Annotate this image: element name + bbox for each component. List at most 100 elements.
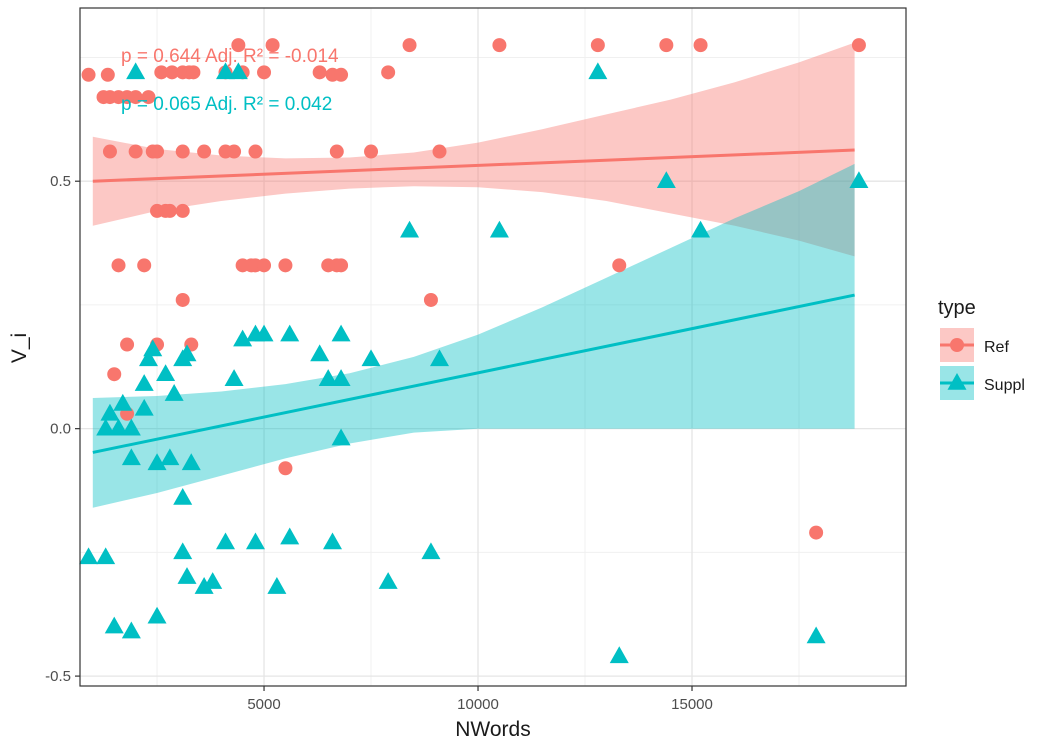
data-point-ref (278, 461, 293, 476)
data-point-suppl (331, 324, 351, 342)
data-point-suppl (177, 567, 197, 584)
data-point-ref (590, 38, 605, 53)
data-point-suppl (96, 418, 116, 436)
data-point-ref (265, 38, 280, 53)
data-point-ref (231, 38, 246, 53)
data-points (79, 38, 869, 664)
y-axis-title: V_i (8, 333, 31, 363)
data-point-suppl (233, 329, 253, 347)
y-tick-label: 0.5 (50, 173, 71, 190)
data-point-ref (154, 65, 169, 80)
data-point-ref (851, 38, 866, 53)
data-point-suppl (100, 403, 120, 421)
data-point-ref (162, 203, 177, 218)
data-point-suppl (310, 344, 330, 362)
data-point-ref (334, 258, 349, 273)
y-tick-label: 0.0 (50, 421, 71, 438)
data-point-suppl (134, 398, 154, 416)
data-point-suppl (104, 616, 124, 634)
data-point-suppl (224, 369, 244, 386)
data-point-suppl (656, 171, 676, 189)
data-point-ref (278, 258, 293, 273)
regression-line-suppl (92, 293, 855, 454)
data-point-ref (197, 144, 212, 159)
data-point-suppl (216, 62, 236, 80)
data-point-ref (175, 203, 190, 218)
data-point-ref (107, 367, 122, 382)
data-point-suppl (121, 448, 141, 466)
legend-key-marker-ref (950, 338, 964, 352)
data-point-ref (257, 65, 272, 80)
x-tick-label: 10000 (457, 696, 499, 713)
data-point-suppl (254, 324, 274, 342)
data-point-suppl (609, 646, 629, 664)
data-point-ref (141, 90, 156, 105)
data-point-ref (257, 258, 272, 273)
data-point-ref (96, 90, 111, 105)
legend-title: type (938, 297, 976, 319)
data-point-ref (186, 65, 201, 80)
data-point-suppl (143, 339, 163, 357)
legend-key-ref (940, 328, 974, 362)
data-point-suppl (245, 532, 265, 550)
legend: type Ref Suppl (938, 297, 1025, 400)
legend-key-suppl (940, 366, 974, 400)
data-point-ref (312, 65, 327, 80)
data-point-suppl (173, 542, 193, 560)
data-point-suppl (228, 62, 248, 80)
x-tick-label: 5000 (247, 696, 280, 713)
data-point-ref (175, 292, 190, 307)
data-point-suppl (126, 62, 146, 80)
confidence-band-suppl (92, 163, 855, 508)
plot-border (79, 7, 907, 687)
data-point-suppl (280, 527, 300, 545)
data-point-ref (120, 337, 135, 352)
data-point-suppl (147, 606, 167, 624)
data-point-suppl (430, 349, 450, 367)
data-point-suppl (134, 374, 154, 391)
legend-key-marker-suppl (947, 373, 967, 390)
data-point-ref (659, 38, 674, 53)
data-point-ref (364, 144, 379, 159)
data-point-ref (128, 144, 143, 159)
data-point-ref (492, 38, 507, 53)
data-point-suppl (331, 369, 351, 386)
data-point-suppl (194, 577, 214, 594)
data-point-ref (381, 65, 396, 80)
plot-background (80, 8, 906, 686)
data-point-suppl (79, 547, 99, 565)
data-point-suppl (173, 487, 193, 505)
data-point-suppl (378, 572, 398, 589)
data-point-ref (329, 144, 344, 159)
axis-ticks: 5000 10000 15000 -0.5 0.0 0.5 (45, 173, 713, 713)
data-point-ref (693, 38, 708, 53)
data-point-suppl (147, 453, 167, 471)
confidence-band-ref (92, 42, 855, 257)
confidence-bands (92, 42, 855, 508)
legend-label-ref: Ref (984, 339, 1009, 356)
data-point-ref (432, 144, 447, 159)
data-point-suppl (177, 344, 197, 362)
data-point-suppl (489, 220, 509, 238)
data-point-suppl (400, 220, 420, 238)
x-axis-title: NWords (455, 718, 530, 741)
data-point-ref (120, 90, 135, 105)
data-point-suppl (160, 448, 180, 466)
data-point-suppl (109, 418, 129, 436)
data-point-ref (248, 144, 263, 159)
data-point-ref (227, 144, 242, 159)
data-point-suppl (164, 384, 184, 401)
data-point-suppl (280, 324, 300, 342)
x-tick-label: 15000 (671, 696, 713, 713)
data-point-ref (334, 67, 349, 82)
data-point-ref (81, 67, 96, 82)
data-point-suppl (361, 349, 381, 367)
regression-lines (92, 148, 855, 454)
data-point-suppl (331, 428, 351, 446)
data-point-suppl (138, 349, 158, 367)
data-point-ref (100, 67, 115, 82)
data-point-suppl (203, 572, 223, 589)
data-point-suppl (156, 364, 176, 382)
data-point-ref (111, 258, 126, 273)
